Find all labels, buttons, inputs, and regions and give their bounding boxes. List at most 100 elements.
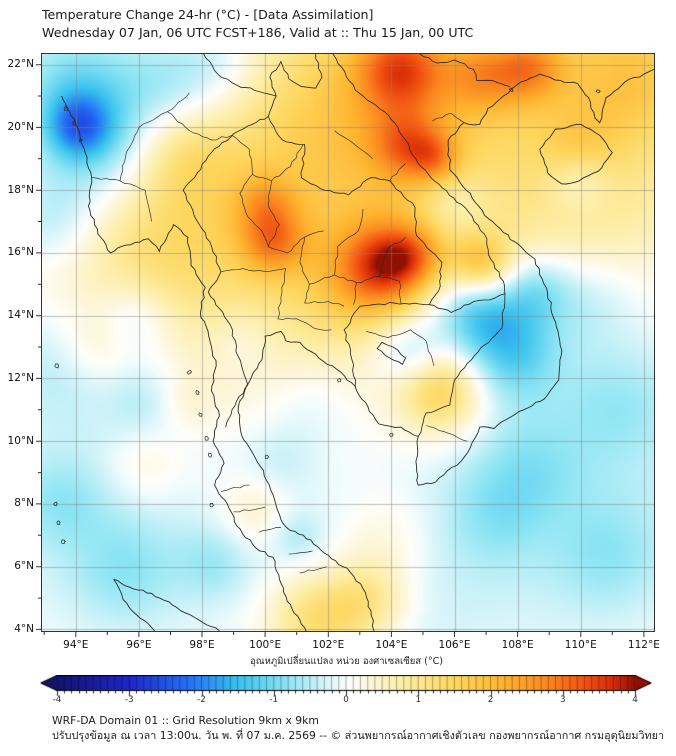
island: [60, 539, 67, 544]
province-border: [309, 274, 400, 285]
y-axis-label: 14°N: [7, 309, 34, 322]
y-axis-label: 8°N: [14, 497, 34, 510]
x-axis-label: 100°E: [249, 639, 282, 651]
country-border: [417, 293, 506, 437]
island: [56, 520, 61, 526]
y-axis-label: 20°N: [7, 120, 34, 133]
coastline-loop: [376, 341, 407, 365]
island: [198, 412, 203, 417]
island: [204, 435, 209, 441]
coastline: [61, 95, 307, 632]
province-border: [247, 216, 269, 247]
province-border: [353, 282, 358, 305]
country-border: [203, 53, 277, 97]
province-border: [288, 550, 313, 555]
colorbar-tick-label: 1: [415, 695, 422, 705]
province-border: [426, 425, 468, 442]
x-axis-label: 106°E: [438, 639, 471, 651]
colorbar-tick-label: -2: [197, 695, 206, 705]
colorbar-tick-label: 3: [559, 695, 566, 705]
colorbar-tick-label: -3: [124, 695, 134, 705]
island: [209, 503, 215, 508]
country-border: [267, 116, 443, 305]
island: [78, 138, 84, 143]
province-border: [138, 92, 190, 128]
country-border: [233, 116, 269, 135]
country-border: [267, 53, 323, 117]
province-border: [277, 268, 287, 319]
footer-domain-info: WRF-DA Domain 01 :: Grid Resolution 9km …: [52, 714, 319, 727]
y-axis-label: 10°N: [7, 434, 34, 447]
island: [63, 106, 69, 112]
coastline-loop: [539, 123, 613, 185]
colorbar-tick-label: 4: [632, 695, 638, 705]
x-axis-label: 94°E: [63, 639, 89, 651]
x-axis-label: 110°E: [564, 639, 597, 651]
island: [389, 432, 394, 437]
country-border: [343, 301, 430, 387]
province-border: [378, 236, 406, 277]
map-borders-overlay: [36, 53, 655, 637]
province-border: [304, 301, 345, 307]
province-border: [277, 317, 332, 331]
province-border: [366, 329, 427, 342]
island: [595, 89, 601, 94]
province-border: [167, 111, 233, 141]
colorbar-title: อุณหภูมิเปลี่ยนแปลง หน่วย องศาเซลเซียส (…: [250, 656, 443, 667]
x-axis-label: 104°E: [375, 639, 408, 651]
colorbar-tick-label: 0: [343, 695, 349, 705]
province-border: [144, 190, 152, 222]
y-axis-label: 16°N: [7, 246, 34, 259]
province-border: [220, 484, 250, 492]
province-border: [299, 566, 327, 574]
coastline: [113, 578, 220, 632]
coastline: [237, 68, 655, 632]
island: [53, 501, 59, 507]
island: [195, 390, 200, 395]
page-subtitle: Wednesday 07 Jan, 06 UTC FCST+186, Valid…: [42, 25, 474, 40]
province-border: [334, 130, 373, 160]
province-border: [299, 237, 310, 304]
province-border: [268, 230, 324, 254]
footer-update-info: ปรับปรุงข้อมูล ณ เวลา 13:00น. วัน พ. ที่…: [52, 729, 665, 742]
x-axis-label: 98°E: [189, 639, 215, 651]
x-axis-label: 102°E: [312, 639, 345, 651]
coastline: [113, 578, 156, 632]
province-border: [220, 268, 286, 273]
province-border: [91, 177, 146, 191]
country-border: [419, 53, 510, 88]
province-border: [425, 340, 435, 366]
country-border: [332, 53, 506, 294]
footer-block: WRF-DA Domain 01 :: Grid Resolution 9km …: [52, 713, 664, 743]
x-axis-label: 96°E: [126, 639, 152, 651]
y-axis-label: 22°N: [7, 58, 34, 71]
province-border: [334, 208, 364, 275]
axis-ticks: [36, 64, 645, 637]
island: [54, 363, 59, 369]
map-plot-area: [36, 53, 655, 637]
province-border: [389, 163, 406, 181]
island: [336, 378, 342, 383]
title-block: Temperature Change 24-hr (°C) - [Data As…: [42, 6, 473, 42]
y-axis-label: 6°N: [14, 560, 34, 573]
y-axis-label: 4°N: [14, 622, 34, 635]
province-border: [119, 127, 140, 181]
province-border: [233, 506, 266, 513]
island: [208, 452, 212, 458]
colorbar-tick-label: 2: [487, 695, 494, 705]
island: [509, 87, 514, 93]
island: [264, 454, 270, 460]
colorbar-tick-label: -4: [52, 695, 62, 705]
colorbar: [40, 675, 652, 697]
province-border: [258, 527, 281, 533]
province-border: [432, 112, 465, 123]
province-border: [398, 281, 402, 304]
colorbar-tick-label: -1: [269, 695, 279, 705]
country-border: [429, 293, 506, 313]
province-border: [267, 180, 280, 247]
x-axis-label: 108°E: [501, 639, 534, 651]
x-axis-label: 112°E: [627, 639, 660, 651]
y-axis-label: 18°N: [7, 183, 34, 196]
y-axis-label: 12°N: [7, 371, 34, 384]
